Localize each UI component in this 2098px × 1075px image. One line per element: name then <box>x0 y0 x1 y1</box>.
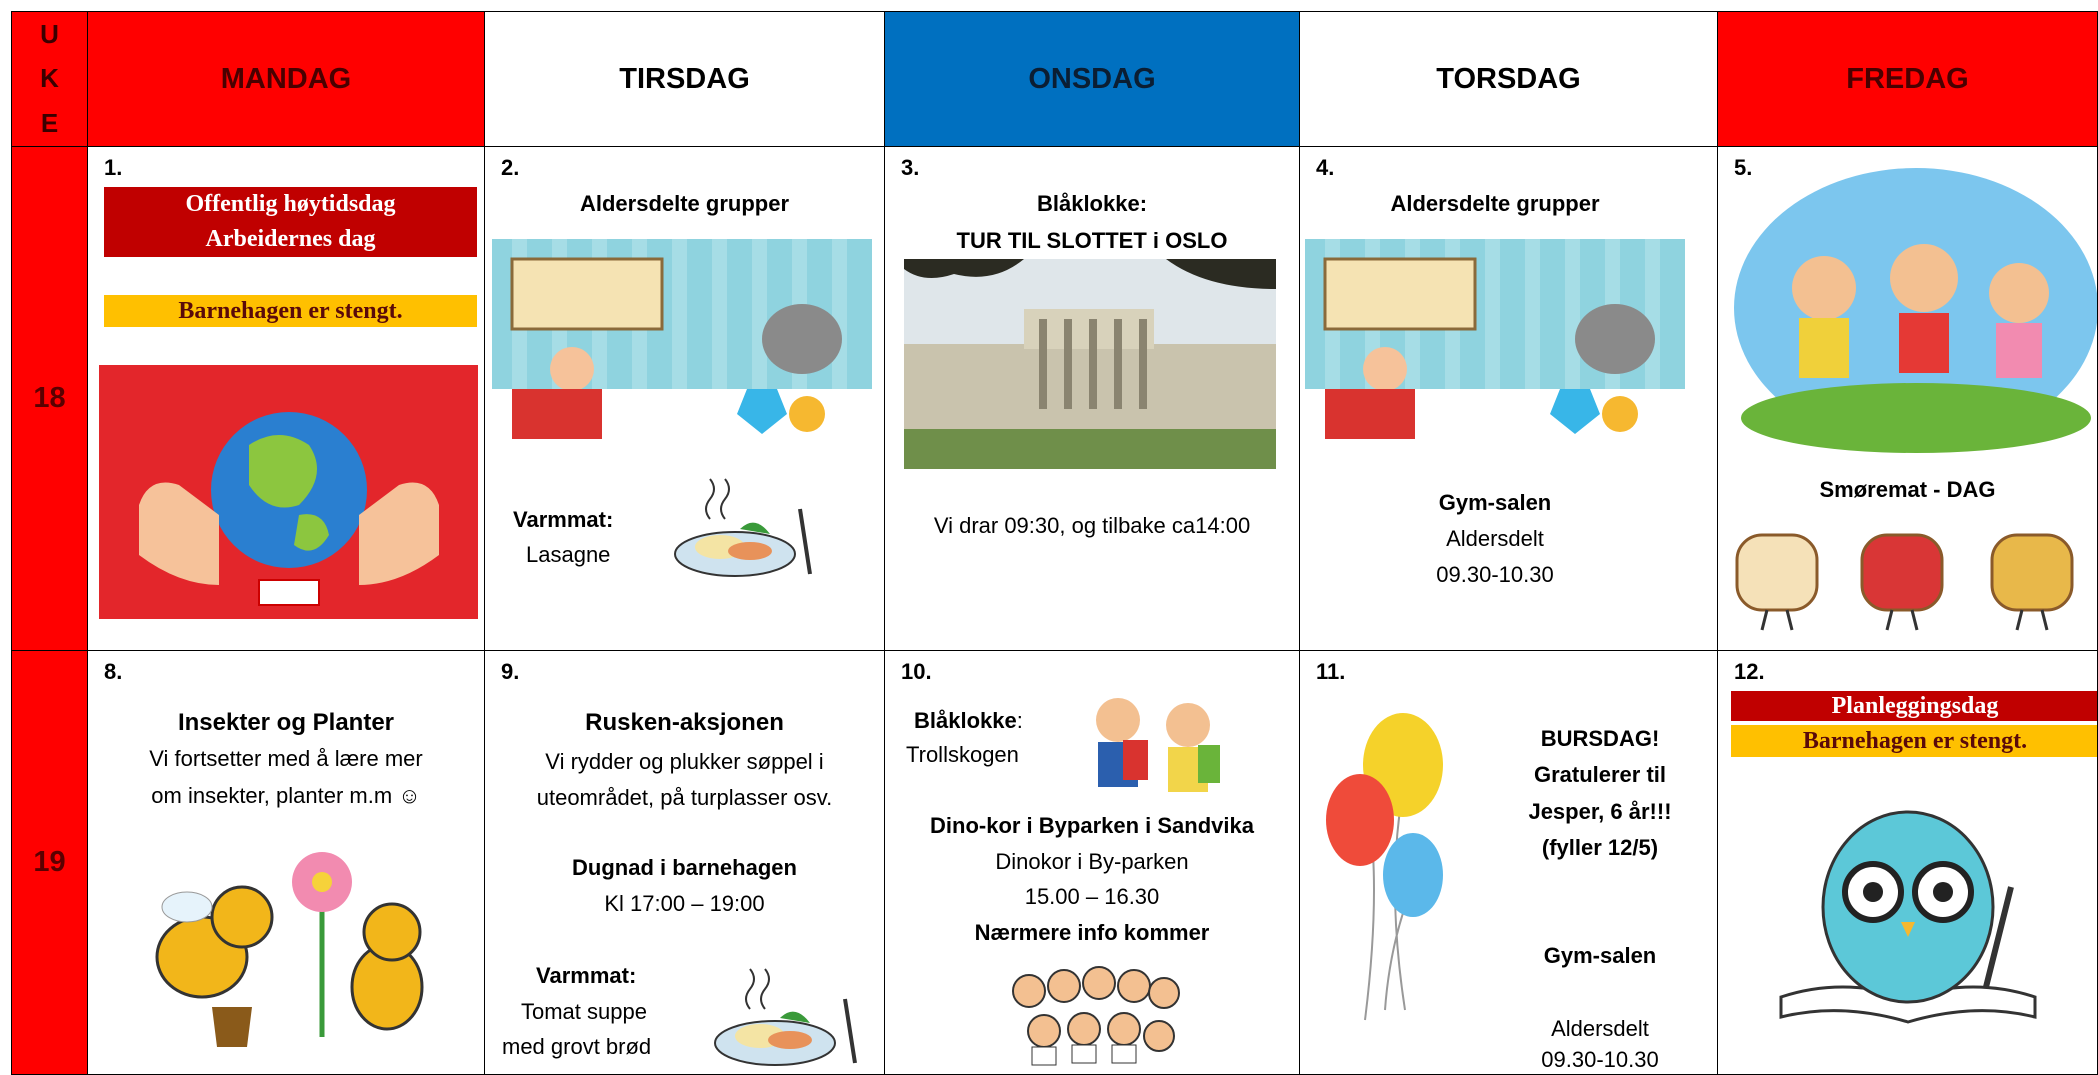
text: uteområdet, på turplasser osv. <box>536 785 833 810</box>
heading: Insekter og Planter <box>177 709 395 736</box>
date: 10. <box>901 659 932 684</box>
note: Nærmere info kommer <box>974 920 1210 945</box>
place: Trollskogen <box>906 742 1019 767</box>
date: 4. <box>1316 155 1335 180</box>
day-cell: 10. Blåklokke: Trollskogen Dino-kor i By… <box>884 650 1300 1075</box>
holiday-box: Planleggingsdag <box>1731 691 2097 721</box>
week-number: 18 <box>11 146 88 651</box>
holiday-text: Offentlig høytidsdag <box>185 191 396 217</box>
notice-box: Barnehagen er stengt. <box>1731 725 2097 757</box>
heading: TUR TIL SLOTTET i OSLO <box>956 228 1228 253</box>
text: Vi rydder og plukker søppel i <box>545 749 824 774</box>
week-letter: U <box>40 18 59 49</box>
text: Vi drar 09:30, og tilbake ca14:00 <box>933 513 1251 538</box>
date: 12. <box>1734 659 1765 684</box>
date: 3. <box>901 155 920 180</box>
heading: BURSDAG! <box>1540 726 1660 751</box>
week-letter: E <box>40 108 59 139</box>
meal-label: Varmmat: <box>536 963 637 988</box>
day-header: FREDAG <box>1717 11 2098 147</box>
event-time: Kl 17:00 – 19:00 <box>604 891 765 916</box>
day-cell: 5. Smøremat - DAG <box>1717 146 2098 651</box>
event: Dugnad i barnehagen <box>572 855 797 880</box>
text: 09.30-10.30 <box>1436 562 1554 587</box>
date: 1. <box>104 155 123 180</box>
notice-text: Barnehagen er stengt. <box>1802 728 2028 754</box>
holiday-box: Offentlig høytidsdag Arbeidernes dag <box>104 187 477 257</box>
meal: med grovt brød <box>502 1034 652 1059</box>
date: 5. <box>1734 155 1753 180</box>
meal: Lasagne <box>526 542 611 567</box>
week-header: U K E <box>11 11 88 147</box>
day-header: TORSDAG <box>1299 11 1718 147</box>
week-number: 19 <box>11 650 88 1075</box>
place: Gym-salen <box>1543 943 1657 968</box>
holiday-text: Arbeidernes dag <box>205 226 376 252</box>
heading: Jesper, 6 år!!! <box>1528 799 1672 824</box>
heading: Blåklokke: <box>1036 191 1148 216</box>
illustration <box>1305 239 1685 439</box>
illustration <box>1735 533 2074 631</box>
heading: Rusken-aksjonen <box>585 709 784 736</box>
illustration <box>1096 698 1220 792</box>
date: 8. <box>104 659 123 684</box>
day-cell: 9. Rusken-aksjonen Vi rydder og plukker … <box>484 650 885 1075</box>
meal-label: Varmmat: <box>513 507 614 532</box>
day-cell: 4. Aldersdelte grupper Gym-salen Aldersd… <box>1299 146 1718 651</box>
text: 15.00 – 16.30 <box>1024 884 1160 909</box>
meal: Tomat suppe <box>521 999 647 1024</box>
event: Dino-kor i Byparken i Sandvika <box>930 813 1254 838</box>
notice-box: Barnehagen er stengt. <box>104 295 477 327</box>
illustration <box>1326 713 1443 1021</box>
illustration <box>1734 168 2097 453</box>
day-cell: 1. Offentlig høytidsdag Arbeidernes dag … <box>87 146 485 651</box>
illustration <box>492 239 872 439</box>
food-icon <box>714 968 857 1066</box>
day-cell: 2. Aldersdelte grupper Varmmat: Lasagne <box>484 146 885 651</box>
day-header: TIRSDAG <box>484 11 885 147</box>
date: 2. <box>501 155 520 180</box>
notice-text: Barnehagen er stengt. <box>178 298 403 324</box>
illustration <box>1012 966 1180 1066</box>
day-header: ONSDAG <box>884 11 1300 147</box>
day-cell: 3. Blåklokke: TUR TIL SLOTTET i OSLO Vi … <box>884 146 1300 651</box>
illustration <box>1779 810 2037 1024</box>
food-icon <box>674 478 812 577</box>
day-cell: 12. Planleggingsdag Barnehagen er stengt… <box>1717 650 2098 1075</box>
date: 9. <box>501 659 520 684</box>
heading: Gratulerer til <box>1533 762 1667 787</box>
group-suffix: : <box>1016 708 1023 733</box>
illustration <box>155 852 424 1047</box>
heading: Smøremat - DAG <box>1819 477 1996 502</box>
group-name: Blåklokke <box>914 708 1017 733</box>
heading: Aldersdelte grupper <box>1390 191 1600 216</box>
text: Aldersdelt <box>1551 1016 1649 1041</box>
text: Vi fortsetter med å lære mer <box>149 746 423 771</box>
heading: Aldersdelte grupper <box>579 191 790 216</box>
text: om insekter, planter m.m ☺ <box>151 783 421 808</box>
heading: (fyller 12/5) <box>1541 835 1659 860</box>
day-cell: 8. Insekter og Planter Vi fortsetter med… <box>87 650 485 1075</box>
day-cell: 11. BURSDAG! Gratulerer til Jesper, 6 år… <box>1299 650 1718 1075</box>
text: Aldersdelt <box>1446 526 1544 551</box>
illustration <box>99 365 478 619</box>
week-letter: K <box>40 63 59 94</box>
photo <box>904 259 1276 469</box>
text: Dinokor i By-parken <box>995 849 1189 874</box>
day-header: MANDAG <box>87 11 485 147</box>
holiday-text: Planleggingsdag <box>1831 693 1999 719</box>
place: Gym-salen <box>1438 490 1552 515</box>
text: 09.30-10.30 <box>1541 1047 1659 1072</box>
group: Blåklokke: <box>914 705 1023 737</box>
date: 11. <box>1316 659 1346 684</box>
